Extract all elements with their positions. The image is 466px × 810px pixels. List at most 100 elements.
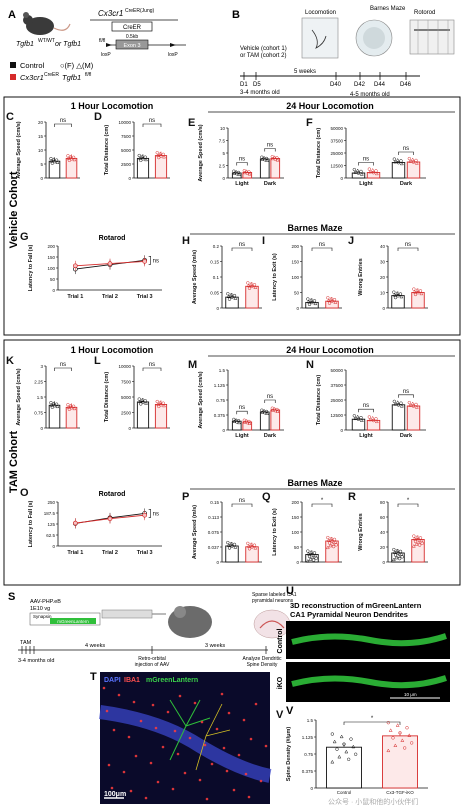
chart-p-ytick-label-3: 0.113 bbox=[208, 515, 219, 520]
chart-n-panel-label: N bbox=[306, 359, 314, 371]
chart-v-bar-0-point-7 bbox=[344, 749, 349, 754]
chart-e-bar-0-0-point-3 bbox=[232, 171, 237, 175]
chart-d-bar-1-point-5 bbox=[162, 154, 166, 159]
weeks-label: 5 weeks bbox=[294, 69, 316, 75]
chart-i-sig-label: ns bbox=[319, 242, 325, 248]
chart-f-bar-1-0 bbox=[391, 162, 406, 179]
vehicle-loco24h-title: 24 Hour Locomotion bbox=[286, 101, 374, 111]
chart-n-g1-sig-bracket bbox=[398, 394, 414, 398]
chart-m-bar-1-0-point-1 bbox=[262, 408, 267, 413]
chart-g-xlabel-2: Trial 3 bbox=[137, 294, 153, 300]
iba1-label: IBA1 bbox=[124, 677, 140, 684]
chart-m-ytick-label-3: 1.125 bbox=[214, 383, 226, 388]
chart-r-bar-0-point-9 bbox=[394, 555, 399, 560]
chart-n-bar-1-1-point-4 bbox=[411, 404, 416, 408]
iba1-dot bbox=[132, 700, 136, 704]
iba1-dot bbox=[247, 795, 251, 799]
tam-label: or TAM (cohort 2) bbox=[240, 53, 286, 59]
chart-n-bar-0-0-point-0 bbox=[352, 414, 356, 418]
chart-k-bar-0-point-0 bbox=[49, 401, 53, 405]
chart-v-bar-0-point-2 bbox=[349, 737, 353, 741]
chart-j-bar-0-point-5 bbox=[399, 294, 404, 299]
chart-v-ylabel: Spine Density (#/μm) bbox=[286, 727, 292, 782]
chart-m-bar-1-0-point-3 bbox=[260, 410, 265, 414]
chart-j-ylabel: Wrong Entries bbox=[358, 258, 364, 296]
chart-m-ylabel: Average Speed (cm/s) bbox=[198, 371, 204, 428]
chart-f-g0-sig-label: ns bbox=[363, 157, 369, 163]
chart-c-bar-0-point-4 bbox=[52, 160, 57, 164]
chart-o-point-1-2 bbox=[142, 512, 148, 518]
chart-e-bar-1-0-point-5 bbox=[265, 158, 270, 162]
chart-h-bar-1-point-0 bbox=[246, 281, 250, 285]
chart-e-bar-0-0-point-1 bbox=[234, 169, 239, 174]
iba1-dot bbox=[107, 763, 111, 767]
panel-label-s: S bbox=[8, 591, 15, 603]
chart-q-bar-1-point-2 bbox=[332, 537, 337, 542]
iba1-dot bbox=[242, 718, 246, 722]
chart-c-ytick-label-3: 15 bbox=[38, 134, 44, 139]
chart-n-bar-0-1-point-1 bbox=[370, 415, 375, 420]
chart-o-ylabel: Latency to Fall (s) bbox=[28, 500, 34, 547]
chart-n-bar-1-0-point-4 bbox=[396, 403, 401, 407]
iba1-dot bbox=[112, 728, 116, 732]
chart-q-sig-bracket bbox=[311, 503, 333, 507]
vehicle-label: Vehicle (cohort 1) bbox=[240, 46, 287, 52]
chart-d-bar-1-point-2 bbox=[161, 152, 165, 157]
chart-n-bar-0-0-point-4 bbox=[356, 417, 361, 422]
chart-j-bar-0-point-4 bbox=[396, 294, 400, 298]
chart-r-panel-label: R bbox=[348, 491, 356, 503]
chart-v-bar-0-point-0 bbox=[330, 732, 334, 736]
chart-k-bar-0-point-4 bbox=[52, 404, 57, 408]
vehicle-cohort-label: Vehicle Cohort bbox=[8, 171, 20, 248]
chart-e-bar-1-1-point-1 bbox=[272, 155, 277, 159]
chart-k-bar-0-point-6 bbox=[50, 405, 55, 409]
chart-f-panel-label: F bbox=[306, 117, 313, 129]
iba1-dot bbox=[183, 771, 187, 775]
chart-r-bar-0-point-8 bbox=[400, 555, 404, 559]
chart-k-ytick-label-3: 2.25 bbox=[34, 380, 43, 385]
chart-d-sig-bracket bbox=[142, 123, 162, 127]
chart-f-ylabel: Total Distance (cm) bbox=[316, 128, 322, 178]
gene-superscript: CreER(Jung) bbox=[125, 8, 155, 14]
rotorod-icon bbox=[409, 19, 455, 55]
chart-c-bar-1 bbox=[65, 157, 78, 179]
chart-d-panel-label: D bbox=[94, 111, 102, 123]
age-label: 3-4 months old bbox=[240, 90, 280, 96]
chart-e-bar-1-1-point-4 bbox=[273, 157, 277, 161]
chart-q-bar-1-point-9 bbox=[328, 543, 333, 548]
chart-j-bar-1-point-5 bbox=[419, 291, 424, 296]
t-scale-label: 100μm bbox=[104, 791, 126, 798]
chart-e-g1-sig-bracket bbox=[264, 148, 276, 152]
chart-l-bar-1 bbox=[154, 403, 168, 429]
chart-h-bar-0-point-5 bbox=[233, 296, 238, 300]
d46-label: D46 bbox=[400, 82, 412, 88]
vehicle-loco1h-title: 1 Hour Locomotion bbox=[71, 101, 154, 111]
tam-cohort-frame bbox=[3, 339, 461, 586]
chart-p-bar-0-point-2 bbox=[232, 542, 237, 547]
chart-p-sig-bracket bbox=[231, 503, 253, 507]
chart-q-panel-label: Q bbox=[262, 491, 271, 503]
gene-label: Cx3cr1 bbox=[98, 9, 123, 18]
chart-q-ytick-label-1: 50 bbox=[294, 545, 300, 550]
d42-label: D42 bbox=[354, 82, 366, 88]
iba1-dot bbox=[134, 754, 138, 758]
chart-e-bar-0-1-point-3 bbox=[242, 170, 247, 175]
chart-f-g1-sig-label: ns bbox=[403, 146, 409, 152]
chart-g-panel-label: G bbox=[20, 231, 29, 243]
chart-q-bar-0-point-0 bbox=[306, 549, 310, 553]
chart-n-ytick-label-1: 12500 bbox=[330, 413, 343, 418]
chart-e-bar-1-1-point-3 bbox=[270, 156, 275, 161]
chart-g-ytick-label-3: 150 bbox=[47, 255, 55, 260]
iba1-dot bbox=[129, 789, 133, 793]
chart-m-bar-0-0-point-4 bbox=[235, 420, 239, 424]
chart-h-bar-1-point-6 bbox=[247, 286, 252, 290]
chart-f-bar-0-1-point-4 bbox=[371, 171, 376, 175]
chart-f-bar-0-1-point-3 bbox=[368, 169, 373, 174]
vehicle-barnes-title: Barnes Maze bbox=[287, 223, 342, 233]
iba1-dot bbox=[178, 694, 182, 698]
iba1-dot bbox=[203, 743, 207, 747]
chart-o-ytick-label-1: 62.5 bbox=[46, 533, 55, 538]
chart-g-ytick-label-1: 50 bbox=[50, 277, 56, 282]
microscopy-image-t bbox=[99, 672, 272, 804]
chart-e-ylabel: Average Speed (cm/s) bbox=[198, 124, 204, 181]
